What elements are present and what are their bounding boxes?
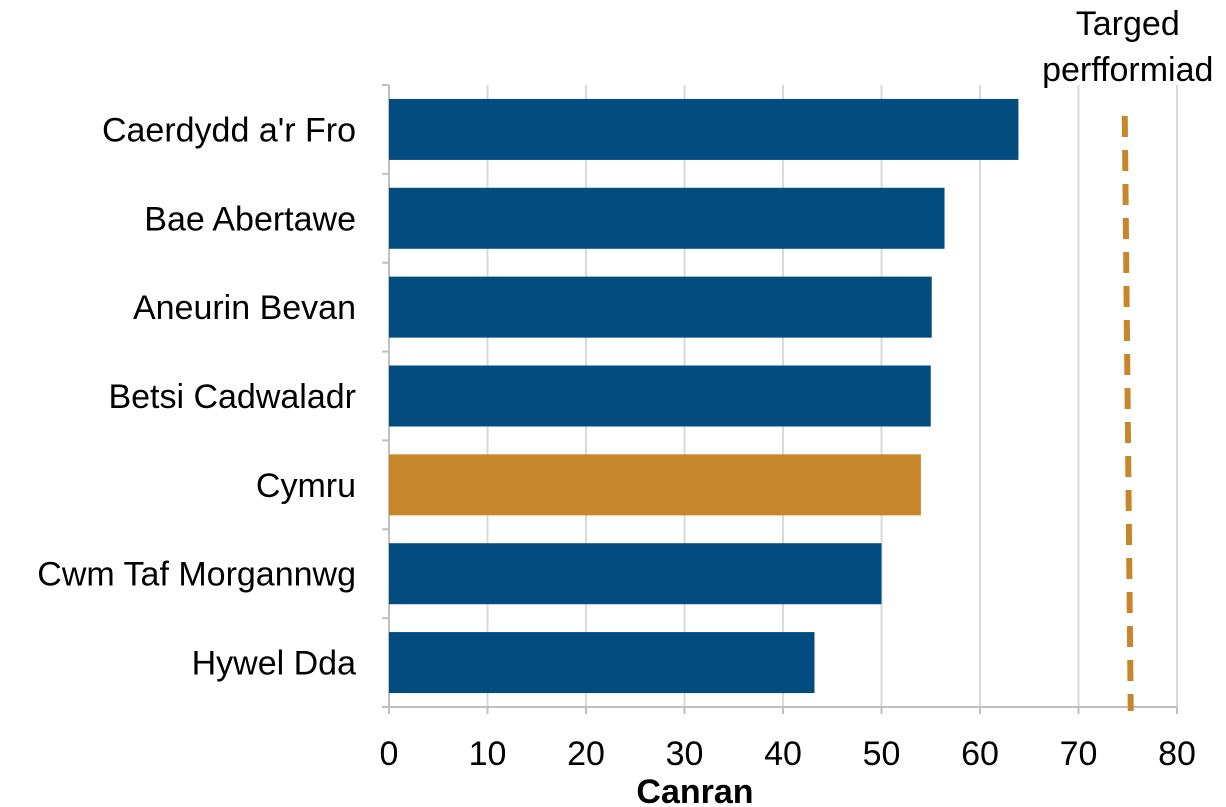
x-tick-label-10: 10 xyxy=(469,735,507,773)
target-label-line2: perfformiad xyxy=(1042,51,1213,89)
bar-4 xyxy=(389,365,931,427)
x-tick-label-70: 70 xyxy=(1060,735,1098,773)
bar-3 xyxy=(389,276,932,338)
target-line-group: Targed perfformiad xyxy=(1042,5,1213,712)
category-label-3: Aneurin Bevan xyxy=(133,289,356,327)
category-labels: Caerdydd a'r Fro Bae Abertawe Aneurin Beva… xyxy=(37,111,356,682)
category-label-5: Cymru xyxy=(256,467,356,505)
bar-5 xyxy=(389,454,921,516)
target-line xyxy=(1121,115,1134,712)
x-tick-label-40: 40 xyxy=(764,735,802,773)
x-tick-label-80: 80 xyxy=(1158,735,1196,773)
x-tick-label-0: 0 xyxy=(380,735,399,773)
category-label-4: Betsi Cadwaladr xyxy=(108,378,356,416)
bar-2 xyxy=(389,187,945,249)
category-label-2: Bae Abertawe xyxy=(144,200,356,238)
x-axis-title: Canran xyxy=(636,773,753,807)
bars xyxy=(389,98,1019,694)
category-label-6: Cwm Taf Morgannwg xyxy=(37,556,356,594)
bar-7 xyxy=(389,632,815,694)
x-tick-label-30: 30 xyxy=(666,735,704,773)
category-label-7: Hywel Dda xyxy=(192,645,356,683)
bar-1 xyxy=(389,98,1019,160)
x-tick-label-50: 50 xyxy=(863,735,901,773)
target-label-line1: Targed xyxy=(1076,5,1180,43)
x-tick-labels: 0 10 20 30 40 50 60 70 80 xyxy=(380,735,1196,773)
x-tick-label-20: 20 xyxy=(567,735,605,773)
x-tick-label-60: 60 xyxy=(961,735,999,773)
bar-6 xyxy=(389,543,882,605)
category-label-1: Caerdydd a'r Fro xyxy=(102,111,356,149)
